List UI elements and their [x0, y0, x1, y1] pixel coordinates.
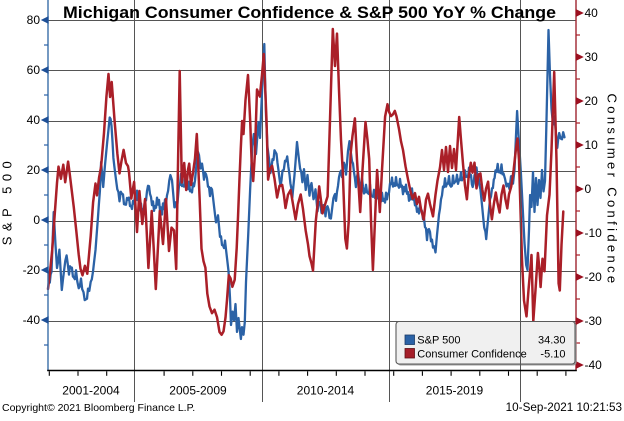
svg-text:20: 20	[27, 163, 41, 177]
svg-text:34.30: 34.30	[538, 335, 566, 347]
svg-text:S&P 500: S&P 500	[0, 156, 14, 246]
svg-text:30: 30	[585, 50, 599, 64]
svg-text:2001-2004: 2001-2004	[62, 384, 120, 398]
svg-text:0: 0	[33, 213, 40, 227]
svg-text:60: 60	[27, 63, 41, 77]
svg-text:-40: -40	[585, 358, 603, 372]
svg-text:-30: -30	[585, 314, 603, 328]
svg-text:S&P 500: S&P 500	[417, 335, 460, 347]
svg-text:20: 20	[585, 94, 599, 108]
svg-text:-20: -20	[23, 263, 41, 277]
svg-text:-20: -20	[585, 270, 603, 284]
svg-text:2010-2014: 2010-2014	[297, 384, 355, 398]
svg-text:2015-2019: 2015-2019	[426, 384, 484, 398]
svg-text:0: 0	[585, 182, 592, 196]
svg-text:Consumer Confidence: Consumer Confidence	[605, 94, 620, 287]
svg-text:-40: -40	[23, 313, 41, 327]
svg-text:-5.10: -5.10	[540, 348, 565, 360]
svg-text:40: 40	[27, 113, 41, 127]
svg-text:40: 40	[585, 6, 599, 20]
svg-text:80: 80	[27, 13, 41, 27]
svg-text:2005-2009: 2005-2009	[169, 384, 227, 398]
svg-text:-10: -10	[585, 226, 603, 240]
svg-text:Consumer Confidence: Consumer Confidence	[417, 348, 526, 360]
svg-text:10: 10	[585, 138, 599, 152]
svg-text:Copyright© 2021 Bloomberg Fina: Copyright© 2021 Bloomberg Finance L.P.	[2, 402, 195, 414]
svg-text:Michigan Consumer Confidence &: Michigan Consumer Confidence & S&P 500 Y…	[63, 3, 556, 22]
svg-text:10-Sep-2021 10:21:53: 10-Sep-2021 10:21:53	[506, 401, 622, 414]
